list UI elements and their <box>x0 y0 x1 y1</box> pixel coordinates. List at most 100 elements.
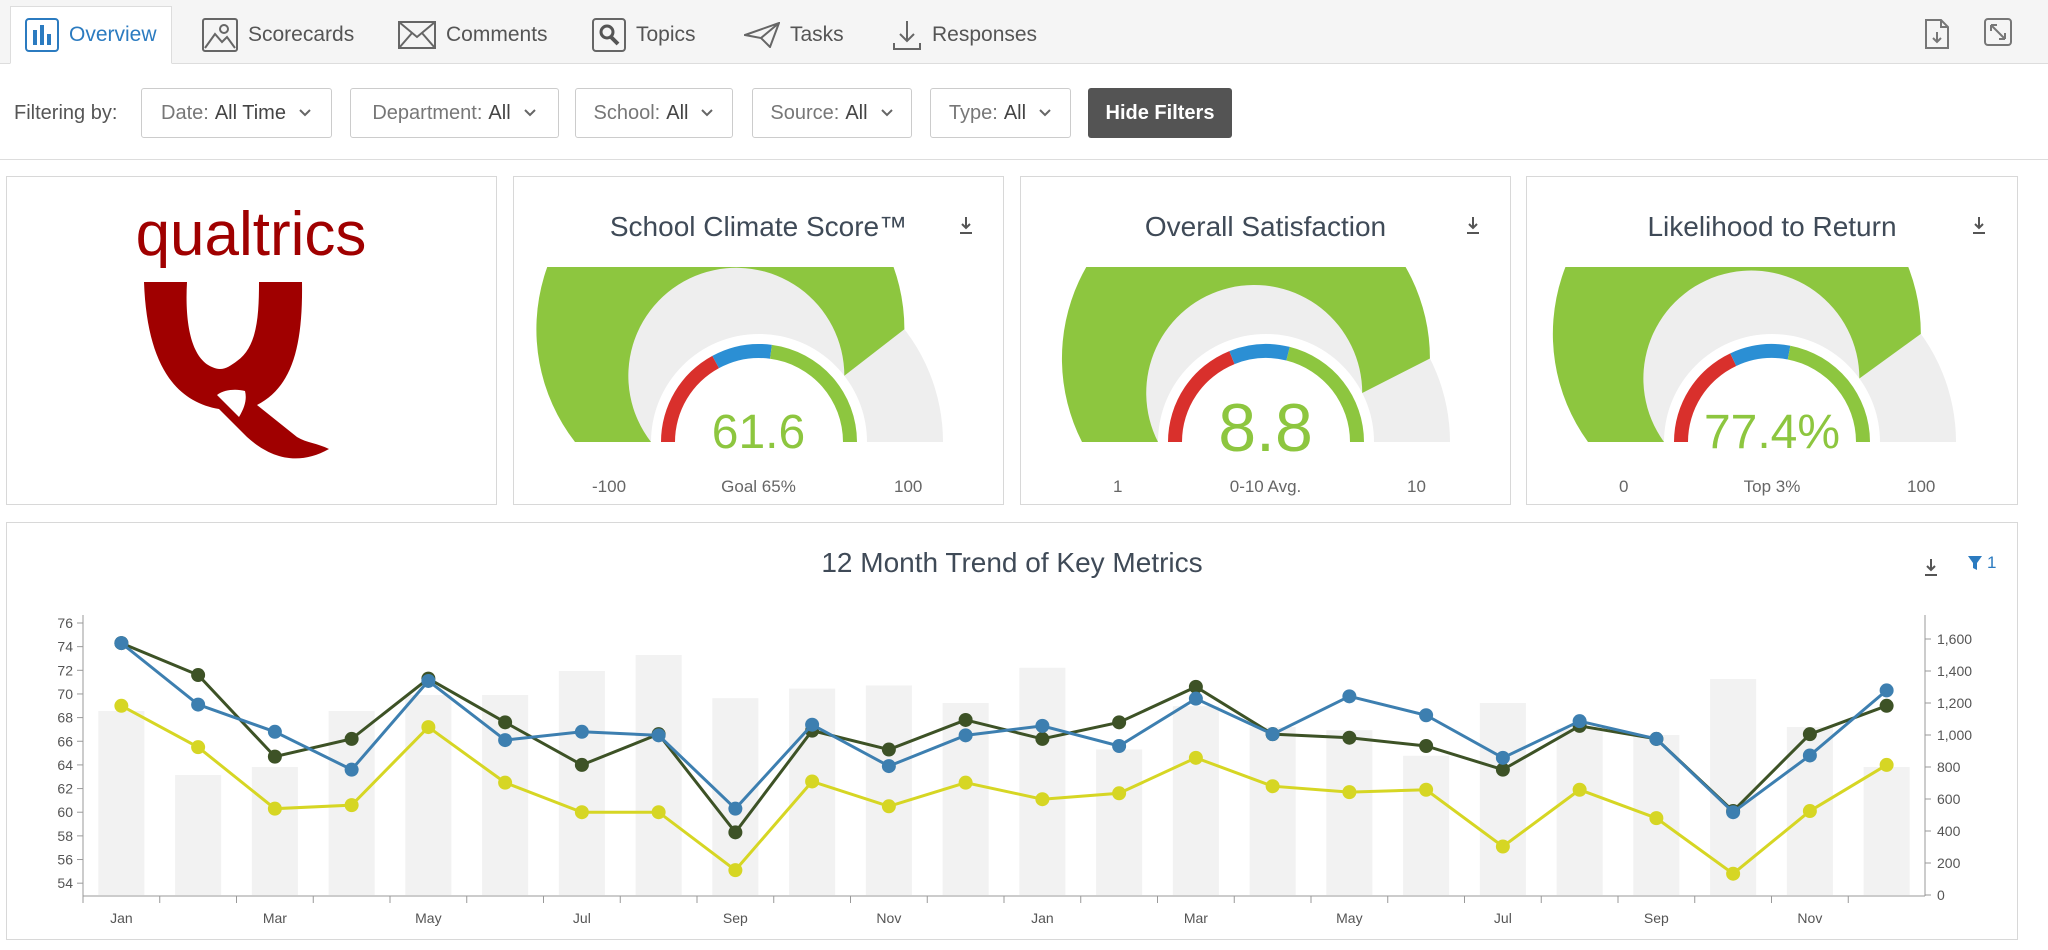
gauge-band-target <box>712 344 772 369</box>
series-point-2 <box>1419 782 1434 797</box>
hide-filters-button[interactable]: Hide Filters <box>1088 88 1232 138</box>
gauge-max: 100 <box>1907 477 1936 496</box>
series-point-1 <box>574 724 589 739</box>
paper-plane-icon <box>744 22 780 48</box>
trend-bar <box>1403 755 1450 895</box>
series-point-0 <box>958 712 973 727</box>
gauge-band-high <box>770 344 857 442</box>
series-point-1 <box>728 801 743 816</box>
download-icon[interactable] <box>1465 215 1481 240</box>
tab-bar: Overview Scorecards Comments Topics Task… <box>0 0 2048 64</box>
gauge-min: 1 <box>1113 477 1123 496</box>
trend-bar <box>1096 749 1143 895</box>
logo-widget: qualtrics <box>6 176 497 505</box>
image-icon <box>202 18 238 52</box>
y-tick-label-left: 56 <box>57 852 73 868</box>
series-point-1 <box>344 762 359 777</box>
download-icon[interactable] <box>958 215 974 240</box>
gauge-band-high <box>1787 345 1870 442</box>
trend-bar <box>175 775 222 895</box>
series-point-1 <box>1035 718 1050 733</box>
series-point-2 <box>805 774 820 789</box>
filter-source[interactable]: Source: All <box>752 88 912 138</box>
gauge-title: Overall Satisfaction <box>1144 211 1387 242</box>
filter-label: Filtering by: <box>14 102 118 124</box>
filter-date[interactable]: Date: All Time <box>141 88 332 138</box>
series-point-2 <box>1035 792 1050 807</box>
series-point-0 <box>728 825 743 840</box>
tab-overview-label: Overview <box>69 23 157 46</box>
series-point-2 <box>1188 750 1203 765</box>
filter-department[interactable]: Department: All <box>350 88 559 138</box>
y-tick-label-right: 600 <box>1937 791 1961 807</box>
tab-overview[interactable]: Overview <box>10 6 172 64</box>
trend-bar <box>1326 730 1373 895</box>
download-icon[interactable] <box>1923 557 1939 582</box>
series-point-2 <box>1342 785 1357 800</box>
series-point-1 <box>1188 691 1203 706</box>
export-document-icon[interactable] <box>1924 18 1950 55</box>
trend-bar <box>635 655 682 895</box>
series-point-1 <box>958 728 973 743</box>
gauge-widget-likelihood-to-return: Likelihood to Return 77.4% 0 Top 3% 100 <box>1526 176 2018 505</box>
tab-responses[interactable]: Responses <box>892 6 1037 64</box>
x-tick-label: Jul <box>1494 910 1512 926</box>
gauge-chart <box>1552 267 1956 442</box>
trend-bar <box>712 698 759 895</box>
y-tick-label-left: 68 <box>57 710 73 726</box>
series-point-2 <box>498 775 513 790</box>
tab-tasks[interactable]: Tasks <box>744 6 844 64</box>
series-point-2 <box>1649 811 1664 826</box>
filter-school[interactable]: School: All <box>575 88 733 138</box>
filter-type[interactable]: Type: All <box>930 88 1071 138</box>
x-tick-label: Sep <box>1644 910 1669 926</box>
trend-bar <box>558 671 605 895</box>
gauge-value: 61.6 <box>711 406 806 459</box>
gauge-value: 8.8 <box>1218 390 1313 466</box>
series-point-0 <box>1495 762 1510 777</box>
gauge-mid: Top 3% <box>1743 477 1801 496</box>
tab-comments-label: Comments <box>446 23 548 46</box>
series-point-1 <box>267 724 282 739</box>
y-tick-label-left: 66 <box>57 733 73 749</box>
gauge-widget-school-climate: School Climate Score™ 61.6 -100 Goal 65%… <box>513 176 1004 505</box>
series-point-2 <box>1112 786 1127 801</box>
filter-name: Department: <box>372 101 483 124</box>
gauge-value: 77.4% <box>1703 406 1841 459</box>
x-tick-label: Jan <box>110 910 133 926</box>
trend-bar <box>1863 767 1910 895</box>
gauge-min: 0 <box>1619 477 1629 496</box>
series-point-2 <box>881 799 896 814</box>
filter-value: All Time <box>214 101 286 124</box>
tab-comments[interactable]: Comments <box>398 6 548 64</box>
filter-indicator[interactable]: 1 <box>1967 553 1996 573</box>
gauge-band-low <box>1168 351 1235 442</box>
tab-topics-label: Topics <box>636 23 696 46</box>
filter-value: All <box>488 101 511 124</box>
tab-topics[interactable]: Topics <box>592 6 696 64</box>
filter-value: All <box>1003 101 1027 124</box>
download-icon[interactable] <box>1971 215 1987 240</box>
series-point-1 <box>1649 731 1664 746</box>
series-point-0 <box>1035 731 1050 746</box>
gauge-title: School Climate Score™ <box>609 211 908 242</box>
filter-name: Date: <box>161 101 209 124</box>
gauge-fill <box>536 267 905 442</box>
series-point-1 <box>191 697 206 712</box>
trend-bar <box>98 711 145 895</box>
expand-icon[interactable] <box>1984 18 2012 51</box>
series-point-0 <box>574 757 589 772</box>
filter-name: Type: <box>948 101 998 124</box>
series-point-0 <box>1188 679 1203 694</box>
series-point-1 <box>421 673 436 688</box>
trend-title: 12 Month Trend of Key Metrics <box>821 547 1203 578</box>
tab-scorecards[interactable]: Scorecards <box>202 6 354 64</box>
y-tick-label-left: 60 <box>57 804 73 820</box>
series-line-2 <box>120 704 1888 876</box>
gauge-mid: 0-10 Avg. <box>1229 477 1302 496</box>
x-tick-label: Jan <box>1031 910 1054 926</box>
series-point-1 <box>1572 714 1587 729</box>
y-tick-label-right: 1,000 <box>1937 727 1972 743</box>
trend-bar <box>1710 679 1757 895</box>
chevron-down-icon <box>701 109 714 117</box>
